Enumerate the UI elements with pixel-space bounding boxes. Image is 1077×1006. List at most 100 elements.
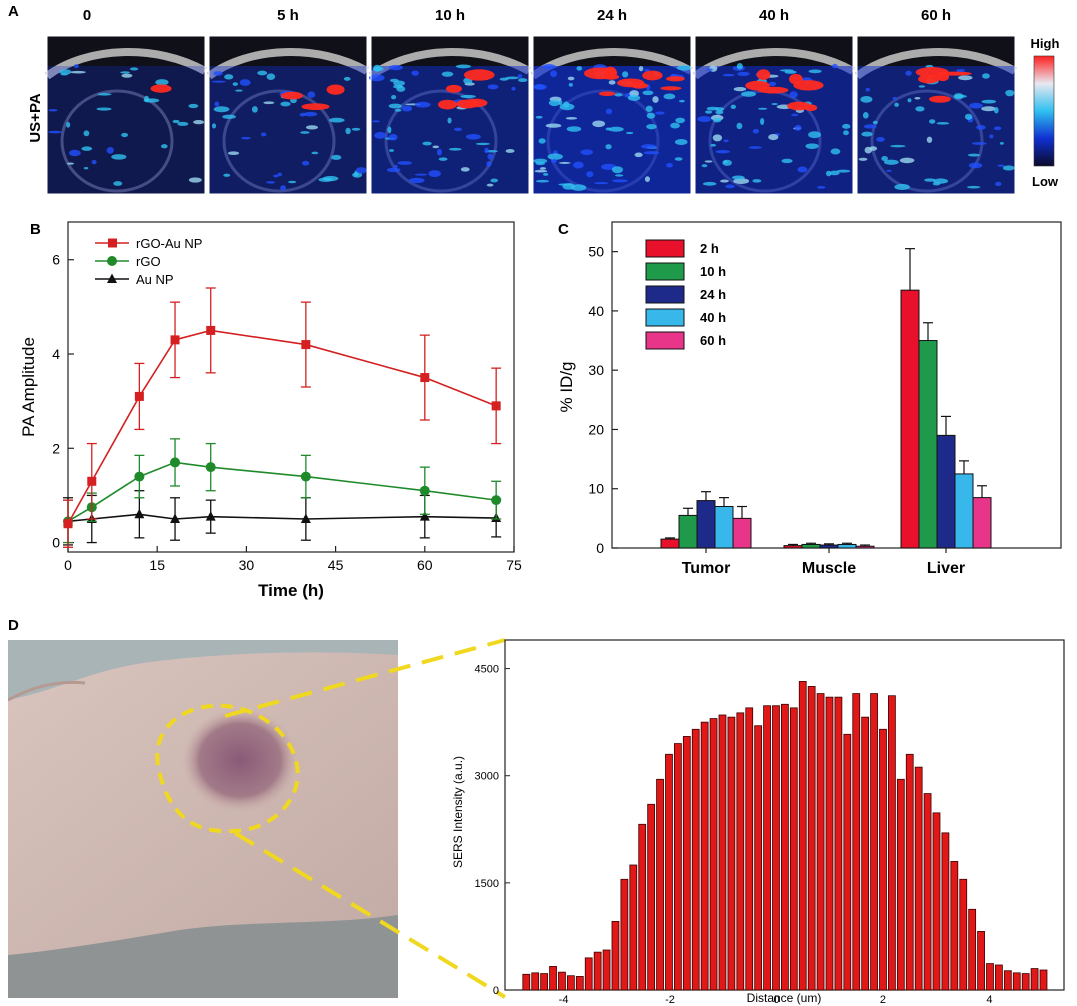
data-point [205, 511, 216, 521]
bar-chart-y-axis-title: % ID/g [557, 361, 576, 412]
pa-signal-speckle [484, 147, 489, 154]
pa-signal-speckle [277, 172, 283, 177]
pa-signal-speckle [106, 146, 114, 154]
pa-hotspot [929, 95, 951, 103]
pa-signal-speckle [460, 167, 470, 172]
pa-signal-speckle [830, 148, 841, 155]
pa-signal-speckle [757, 107, 768, 110]
sers-bar [986, 963, 994, 991]
bar-chart-axes: 0 10 20 30 40 50 Tumor Muscle Liver [588, 244, 965, 577]
pa-signal-speckle [842, 123, 851, 129]
pa-signal-speckle [808, 131, 821, 139]
pa-signal-speckle [422, 141, 432, 146]
pa-signal-speckle [307, 91, 316, 98]
pa-signal-speckle [397, 161, 412, 165]
pa-signal-speckle [722, 73, 735, 77]
sers-bar [1003, 970, 1012, 991]
bar [801, 543, 821, 549]
pa-signal-speckle [251, 106, 258, 113]
series-line [67, 329, 497, 525]
panel-a-label: A [8, 3, 19, 20]
pa-signal-speckle [533, 84, 545, 90]
panel-b: B 0 15 30 45 60 75 0 2 4 6 rGO-Au NP rGO Au NP Time… [19, 221, 522, 600]
pa-signal-speckle [66, 121, 71, 128]
bar [936, 434, 956, 549]
x-tick-label: 0 [773, 994, 779, 1006]
pa-signal-speckle [188, 177, 202, 183]
us-pa-tile-border [532, 35, 692, 195]
pa-signal-speckle [240, 136, 251, 140]
pa-signal-speckle [280, 185, 287, 191]
timepoint-label: 60 h [921, 7, 951, 24]
pa-signal-speckle [266, 73, 276, 81]
panel-c: C 0 10 20 30 40 50 Tumor Muscle Liver 2 h 10 h 24 … [557, 221, 1062, 577]
pa-signal-speckle [981, 99, 997, 104]
pa-signal-speckle [723, 139, 729, 143]
legend-label: Au NP [136, 272, 174, 287]
pa-signal-speckle [995, 181, 1002, 187]
panel-a: A US+PA 0 5 h 10 h 24 h 40 h 60 h High Low [8, 3, 1059, 195]
pa-signal-speckle [372, 120, 380, 123]
pa-signal-speckle [97, 92, 112, 96]
pa-signal-speckle [227, 151, 240, 156]
pa-signal-speckle [781, 158, 793, 164]
timepoint-label: 5 h [277, 7, 299, 24]
data-point [491, 401, 501, 411]
photo-tumor [182, 708, 298, 812]
pa-hotspot [598, 91, 616, 96]
sers-bar [807, 686, 816, 991]
pa-signal-speckle [670, 122, 680, 129]
skin-echo-band [206, 48, 369, 80]
pa-signal-speckle [83, 166, 89, 170]
zoom-line-top [224, 638, 506, 718]
legend-label: rGO [136, 254, 161, 269]
pa-signal-speckle [534, 169, 548, 173]
pa-hotspot [150, 84, 172, 93]
sers-bar [1030, 968, 1039, 991]
pa-signal-speckle [608, 126, 624, 132]
bar [660, 538, 680, 549]
pa-signal-speckle [805, 143, 819, 149]
pa-signal-speckle [674, 138, 688, 145]
pa-signal-speckle [550, 70, 558, 78]
skin-echo-band [854, 48, 1017, 80]
sers-bar [852, 693, 861, 991]
x-tick-label: 45 [328, 557, 344, 573]
pa-signal-speckle [280, 101, 291, 107]
pa-signal-speckle [641, 144, 657, 149]
sers-bar [691, 728, 700, 991]
pa-signal-speckle [594, 182, 609, 185]
pa-signal-wash [47, 66, 205, 194]
pa-signal-speckle [883, 159, 899, 165]
pa-signal-speckle [428, 170, 441, 177]
pa-signal-speckle [752, 128, 760, 134]
pa-signal-speckle [892, 97, 898, 100]
sers-bar [682, 736, 691, 991]
pa-signal-speckle [725, 184, 735, 189]
pa-signal-speckle [894, 183, 910, 191]
sers-bar [995, 964, 1003, 991]
sers-bar [932, 812, 941, 991]
pa-signal-speckle [331, 154, 342, 160]
pa-signal-speckle [915, 106, 925, 112]
bar [678, 514, 698, 549]
sers-bar [789, 707, 798, 991]
sers-bar [754, 725, 763, 991]
sers-bar [567, 975, 575, 991]
pa-signal-speckle [224, 74, 234, 80]
pa-signal-speckle [612, 179, 628, 183]
pa-signal-speckle [436, 148, 442, 156]
bar [783, 545, 803, 549]
sers-bar [941, 832, 950, 991]
sers-bar [629, 864, 638, 991]
pa-signal-speckle [511, 86, 516, 91]
pa-hotspot [445, 84, 462, 93]
pa-signal-speckle [968, 162, 983, 169]
pa-hotspot [463, 69, 495, 81]
pa-signal-speckle [393, 164, 398, 168]
legend-swatch [645, 262, 685, 281]
pa-signal-speckle [730, 104, 737, 110]
pa-signal-speckle [872, 120, 878, 125]
x-tick-label: 0 [64, 557, 72, 573]
pa-hotspot [936, 72, 950, 82]
